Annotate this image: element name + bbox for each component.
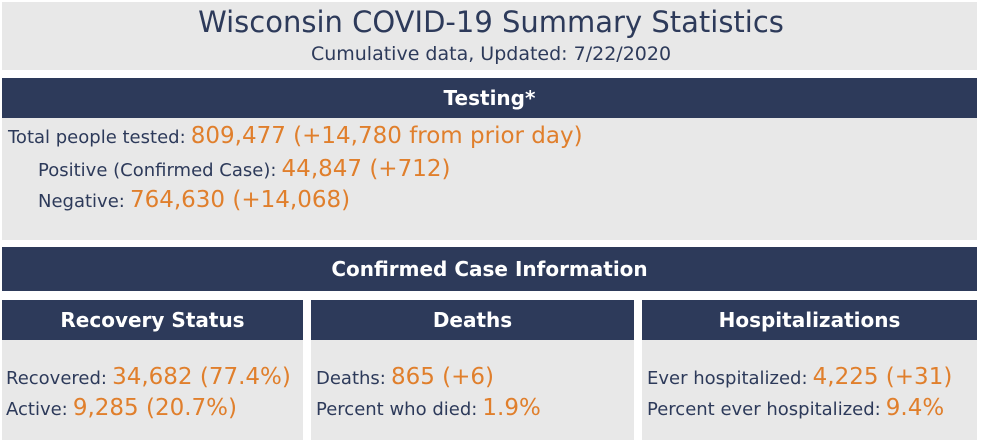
testing-panel [2,118,977,240]
total-tested-value: 809,477 (+14,780 from prior day) [190,123,583,149]
positive-row: Positive (Confirmed Case): 44,847 (+712) [38,156,450,182]
ever-hospitalized-label: Ever hospitalized: [647,368,808,389]
active-value: 9,285 (20.7%) [72,395,238,421]
positive-value: 44,847 (+712) [281,156,451,182]
recovered-row: Recovered: 34,682 (77.4%) [6,364,291,390]
deaths-value: 865 (+6) [390,364,495,390]
hospitalizations-header: Hospitalizations [642,300,977,340]
percent-hospitalized-label: Percent ever hospitalized: [647,399,881,420]
negative-label: Negative: [38,191,125,212]
hospitalizations-panel [642,340,977,440]
confirmed-case-header: Confirmed Case Information [2,247,977,291]
negative-row: Negative: 764,630 (+14,068) [38,187,350,213]
percent-died-value: 1.9% [482,395,541,421]
percent-died-row: Percent who died: 1.9% [316,395,541,421]
recovered-value: 34,682 (77.4%) [112,364,291,390]
deaths-label: Deaths: [316,368,386,389]
ever-hospitalized-value: 4,225 (+31) [812,364,953,390]
page-title: Wisconsin COVID-19 Summary Statistics [198,5,784,39]
negative-value: 764,630 (+14,068) [129,187,351,213]
total-tested-label: Total people tested: [8,127,186,148]
total-tested-row: Total people tested: 809,477 (+14,780 fr… [8,123,583,149]
testing-header: Testing* [2,78,977,118]
page-subtitle: Cumulative data, Updated: 7/22/2020 [310,43,672,65]
percent-died-label: Percent who died: [316,399,478,420]
active-row: Active: 9,285 (20.7%) [6,395,237,421]
deaths-row: Deaths: 865 (+6) [316,364,494,390]
ever-hospitalized-row: Ever hospitalized: 4,225 (+31) [647,364,952,390]
deaths-panel [311,340,634,440]
deaths-header: Deaths [311,300,634,340]
recovery-status-panel [2,340,303,440]
positive-label: Positive (Confirmed Case): [38,160,277,181]
active-label: Active: [6,399,68,420]
recovered-label: Recovered: [6,368,107,389]
header-panel [2,2,977,70]
percent-hospitalized-value: 9.4% [885,395,945,421]
percent-hospitalized-row: Percent ever hospitalized: 9.4% [647,395,944,421]
recovery-status-header: Recovery Status [2,300,303,340]
